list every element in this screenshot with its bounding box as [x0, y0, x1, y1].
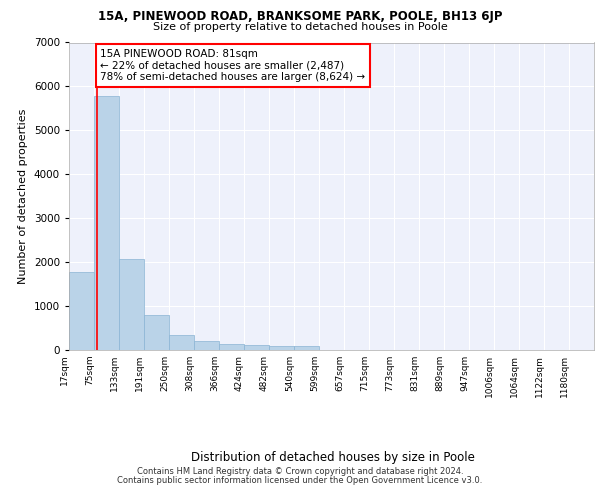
- Bar: [119, 258, 144, 350]
- Text: Distribution of detached houses by size in Poole: Distribution of detached houses by size …: [191, 451, 475, 464]
- Bar: [194, 341, 219, 350]
- Text: 15A, PINEWOOD ROAD, BRANKSOME PARK, POOLE, BH13 6JP: 15A, PINEWOOD ROAD, BRANKSOME PARK, POOL…: [98, 10, 502, 23]
- Bar: [69, 272, 94, 350]
- Bar: [219, 344, 244, 350]
- Text: Contains public sector information licensed under the Open Government Licence v3: Contains public sector information licen…: [118, 476, 482, 485]
- Text: Contains HM Land Registry data © Crown copyright and database right 2024.: Contains HM Land Registry data © Crown c…: [137, 467, 463, 476]
- Bar: [269, 346, 294, 350]
- Bar: [244, 345, 269, 350]
- Y-axis label: Number of detached properties: Number of detached properties: [18, 108, 28, 284]
- Bar: [144, 315, 169, 350]
- Bar: [294, 346, 319, 350]
- Bar: [94, 96, 119, 350]
- Text: Size of property relative to detached houses in Poole: Size of property relative to detached ho…: [152, 22, 448, 32]
- Text: 15A PINEWOOD ROAD: 81sqm
← 22% of detached houses are smaller (2,487)
78% of sem: 15A PINEWOOD ROAD: 81sqm ← 22% of detach…: [100, 48, 365, 82]
- Bar: [169, 335, 194, 350]
